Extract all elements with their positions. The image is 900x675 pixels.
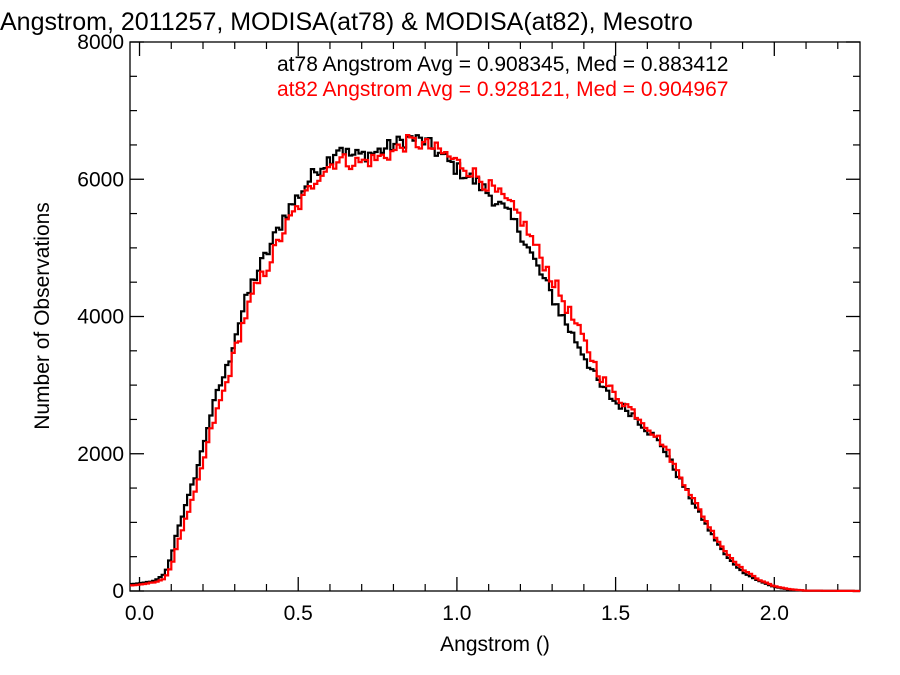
x-tick-label: 0.5 <box>284 602 313 625</box>
plot-frame <box>129 41 861 592</box>
y-tick-label: 4000 <box>77 306 124 329</box>
x-axis-label: Angstrom () <box>440 633 550 656</box>
x-tick-label: 1.5 <box>601 602 630 625</box>
axis-ticks <box>130 41 860 592</box>
chart-title: Angstrom, 2011257, MODISA(at78) & MODISA… <box>0 8 693 36</box>
x-tick-labels: 0.0 0.5 1.0 1.5 2.0 <box>125 602 789 625</box>
y-tick-labels: 0 2000 4000 6000 8000 <box>77 31 124 603</box>
series-line-at82 <box>130 134 860 593</box>
x-tick-label: 0.0 <box>125 602 154 625</box>
y-tick-label: 8000 <box>77 31 124 54</box>
y-tick-label: 6000 <box>77 168 124 191</box>
y-tick-label: 2000 <box>77 443 124 466</box>
stats-line-at82: at82 Angstrom Avg = 0.928121, Med = 0.90… <box>277 78 728 101</box>
series-group <box>130 134 860 593</box>
x-tick-label: 2.0 <box>760 602 789 625</box>
stats-line-at78: at78 Angstrom Avg = 0.908345, Med = 0.88… <box>277 53 728 76</box>
y-axis-label: Number of Observations <box>31 202 54 430</box>
y-tick-label: 0 <box>112 580 124 603</box>
series-line-at78 <box>130 134 860 593</box>
x-tick-label: 1.0 <box>442 602 471 625</box>
